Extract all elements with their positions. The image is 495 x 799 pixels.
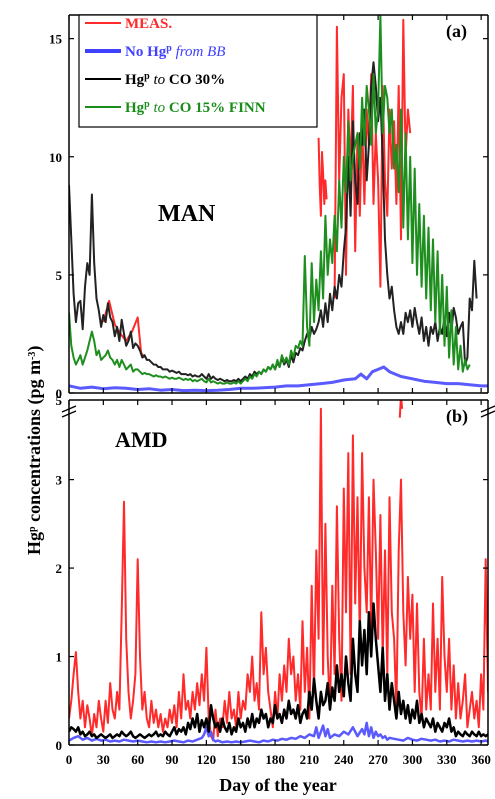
x-tick-label: 150 — [231, 752, 251, 767]
text-run: Hg — [147, 44, 167, 60]
y-tick-label: 5 — [56, 268, 63, 283]
y-tick-label: 15 — [49, 32, 63, 47]
text-run: CO 30% — [169, 72, 225, 88]
axis-break-mark — [61, 410, 77, 418]
text-run: p — [144, 71, 150, 82]
text-run: p — [166, 43, 172, 54]
x-tick-label: 0 — [66, 752, 73, 767]
series-line-meas — [69, 407, 488, 742]
text-run: p — [144, 99, 150, 110]
y-tick-label: 1 — [56, 650, 63, 665]
series-line-no_bb — [69, 721, 488, 744]
panel-a: 0 5 10 15 MAN (a) — [49, 14, 489, 401]
x-tick-label: 270 — [368, 752, 388, 767]
y-tick-label: 3 — [56, 473, 63, 488]
axis-break-label: 5 — [56, 393, 63, 408]
legend-label: Hgp to CO 30% — [125, 71, 225, 89]
x-tick-label: 60 — [131, 752, 144, 767]
legend-label: Hgp to CO 15% FINN — [125, 99, 266, 117]
series-line-co30 — [69, 602, 488, 740]
axis-titles: Day of the year Hgp concentrations (pg m-… — [24, 346, 337, 795]
axis-break-mark — [480, 405, 495, 413]
legend-label: No Hgp from BB — [125, 43, 225, 61]
text-run: CO 15% FINN — [169, 100, 266, 116]
y-axis-title: Hgp concentrations (pg m-3) — [24, 346, 45, 555]
x-tick-label: 120 — [197, 752, 217, 767]
text-run: ) — [24, 346, 45, 352]
x-tick-label: 210 — [300, 752, 320, 767]
series-line-meas — [317, 137, 328, 217]
x-tick-label: 360 — [471, 752, 491, 767]
x-tick-label: 90 — [166, 752, 179, 767]
text-run: p — [27, 526, 38, 532]
panel-letter: (b) — [446, 406, 468, 427]
site-label: AMD — [115, 427, 168, 452]
series-group — [69, 400, 488, 744]
series-line-co15 — [69, 15, 471, 385]
text-run: -3 — [27, 352, 38, 360]
text-run: to — [150, 72, 169, 88]
x-tick-label: 330 — [437, 752, 457, 767]
text-run: Hg — [24, 532, 44, 555]
text-run: MEAS. — [125, 16, 172, 32]
series-line-meas — [398, 400, 404, 418]
series-line-no_bb — [69, 365, 488, 393]
x-tick-label: 240 — [334, 752, 354, 767]
y-tick-label: 10 — [49, 150, 62, 165]
site-label: MAN — [158, 201, 216, 227]
x-tick-label: 30 — [97, 752, 110, 767]
x-tick-label: 300 — [403, 752, 423, 767]
axis-break-mark — [61, 405, 77, 413]
text-run: No — [125, 44, 147, 60]
text-run: concentrations (pg m — [24, 360, 45, 522]
panel-letter: (a) — [446, 21, 467, 42]
series-group — [69, 15, 488, 393]
y-tick-label: 2 — [56, 561, 63, 576]
legend-box — [78, 14, 318, 128]
text-run: Hg — [125, 72, 145, 88]
legend-label: MEAS. — [125, 16, 172, 32]
text-run: to — [150, 100, 169, 116]
x-axis-title: Day of the year — [219, 775, 336, 795]
text-run: Hg — [125, 100, 145, 116]
text-run: from BB — [172, 44, 226, 60]
x-tick-label: 180 — [265, 752, 285, 767]
y-tick-label: 0 — [56, 738, 63, 753]
axis-break-mark — [480, 410, 495, 418]
y-tick-label: 0 — [56, 386, 63, 401]
